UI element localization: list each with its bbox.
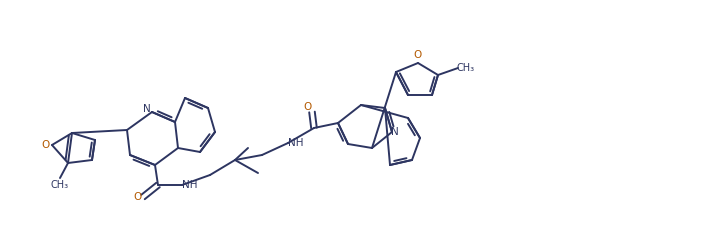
Text: O: O [414,50,422,60]
Text: NH: NH [288,138,304,148]
Text: CH₃: CH₃ [51,180,69,190]
Text: N: N [391,127,399,137]
Text: N: N [143,104,151,114]
Text: CH₃: CH₃ [457,63,475,73]
Text: O: O [304,102,312,112]
Text: O: O [133,192,141,202]
Text: O: O [41,140,49,150]
Text: NH: NH [183,180,197,190]
